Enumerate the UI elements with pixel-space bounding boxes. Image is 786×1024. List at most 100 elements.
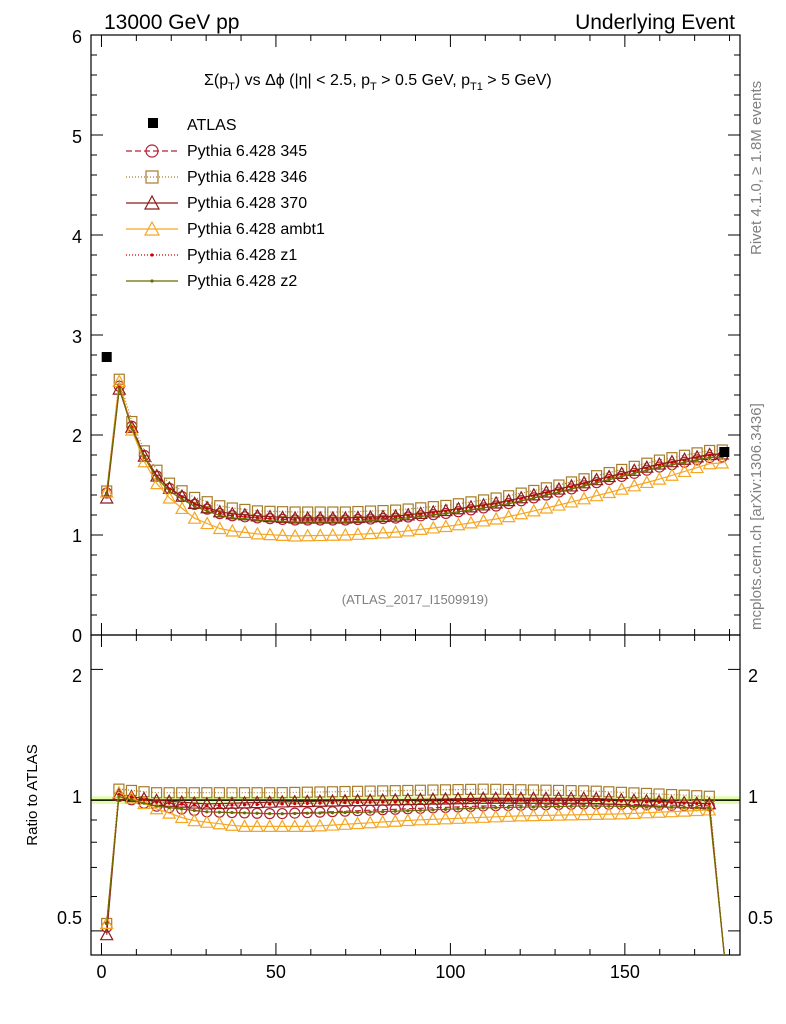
series-point-3 [589,488,604,502]
legend-label-345: Pythia 6.428 345 [187,143,307,160]
series-point-1 [189,491,201,504]
ytick-label-5: 5 [72,127,82,147]
ratio-point-2 [463,791,478,805]
series-point-5 [306,520,310,524]
series-point-3 [162,490,177,504]
series-point-3 [577,491,592,505]
mcplots-label: mcplots.cern.ch [arXiv:1306.3436] [748,403,765,630]
ratio-point-2 [601,791,616,805]
ratio-point-2 [124,789,139,803]
xtick-label-100: 100 [435,962,465,982]
series-point-5 [507,502,511,506]
series-point-1 [276,506,289,518]
series-point-2 [627,463,642,476]
ratio-point-4 [519,798,523,802]
ratio-point-2 [250,795,265,809]
ratio-line-4 [106,793,725,956]
ratio-point-3 [451,811,466,824]
title-sub2: T [370,81,377,93]
series-point-5 [419,514,423,519]
header-left: 13000 GeV pp [104,11,239,34]
series-point-3 [602,485,617,499]
series-point-5 [331,520,335,524]
legend-marker-atlas [148,118,158,128]
ratio-point-5 [105,921,109,926]
series-point-2 [149,468,164,482]
series-point-2 [564,478,579,492]
series-point-5 [469,508,473,512]
series-point-5 [243,517,247,521]
ratio-point-4 [506,798,510,802]
series-point-5 [632,471,636,475]
ratio-point-4 [355,800,360,805]
plot-title: Σ(pT) vs Δϕ (|η| < 2.5, pT > 0.5 GeV, pT… [204,72,552,93]
series-point-2 [652,456,667,470]
ratio-point-4 [695,801,699,806]
ratio-point-4 [670,801,674,805]
ratio-ytick-1: 1 [72,787,82,807]
series-point-3 [237,525,252,539]
ytick-label-0: 0 [72,626,82,646]
ratio-point-4 [205,804,209,808]
ratio-point-1 [502,783,514,796]
series-point-3 [413,522,428,536]
series-point-5 [582,484,586,488]
ratio-point-4 [368,800,372,804]
ratio-point-3 [677,803,692,817]
series-point-1 [402,503,414,515]
series-point-2 [401,507,416,521]
series-line-1 [106,379,723,513]
series-point-3 [426,520,441,534]
ratio-point-5 [607,804,611,808]
series-point-3 [200,516,215,530]
series-point-5 [708,455,712,460]
series-point-5 [670,463,674,467]
ratio-point-4 [280,802,284,806]
ratio-point-1 [414,784,426,796]
ratio-point-4 [230,803,234,807]
ratio-point-3 [388,813,403,827]
ratio-point-1 [452,784,464,796]
ratio-point-3 [689,803,704,817]
ratio-point-5 [192,808,196,813]
ratio-point-3 [463,810,478,824]
series-point-5 [117,386,121,390]
ratio-line-1 [106,788,725,956]
x-axis: 0 50 100 150 [96,962,639,982]
ratio-point-4 [632,799,636,804]
ratio-point-4 [582,798,586,802]
ratio-point-4 [418,799,422,803]
series-point-5 [155,476,159,480]
series-point-5 [293,520,297,524]
ratio-point-3 [576,807,591,821]
ratio-point-3 [237,819,252,833]
series-point-2 [476,497,491,511]
ratio-point-2 [99,927,114,941]
ratio-point-2 [237,795,252,809]
ratio-point-3 [199,814,214,828]
ratio-point-5 [343,810,347,815]
ratio-point-5 [280,812,284,816]
ratio-point-2 [501,791,516,804]
ratio-point-2 [199,796,214,810]
atlas-data-point [719,447,730,457]
ratio-point-3 [124,790,139,804]
ratio-point-3 [262,819,277,833]
ratio-point-2 [325,793,340,807]
ratio-ytick-right-1: 1 [748,787,758,807]
series-line-3 [106,381,723,537]
axis-ticks [91,34,740,955]
series-point-5 [532,496,536,500]
ratio-point-5 [180,807,184,811]
ratio-point-2 [212,796,227,810]
series-point-3 [652,471,667,485]
xtick-label-50: 50 [266,962,286,982]
ratio-point-5 [494,806,498,810]
ratio-point-3 [551,807,566,821]
ratio-point-4 [381,800,385,804]
ratio-point-3 [312,818,327,832]
ratio-point-3 [162,805,177,819]
ratio-ytick-right-0.5: 0.5 [748,908,773,928]
ratio-point-1 [163,787,175,799]
